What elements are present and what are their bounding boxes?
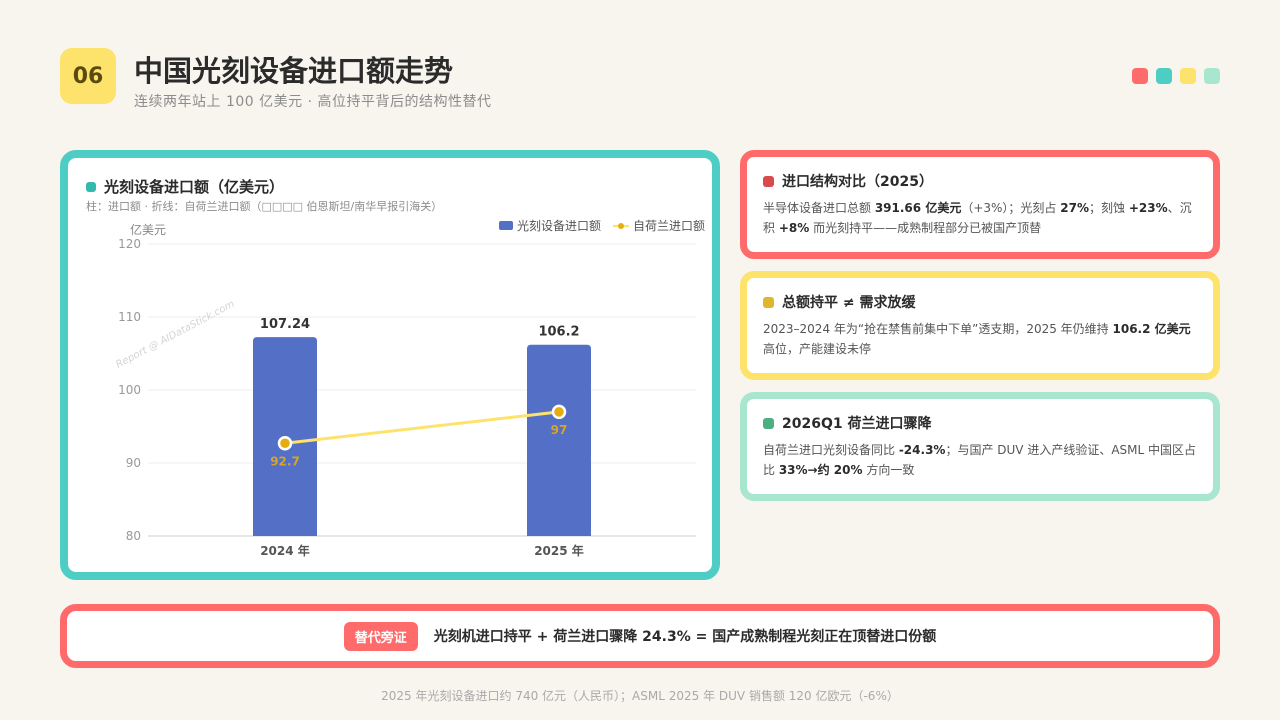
info-card-body: 2023–2024 年为“抢在禁售前集中下单”透支期，2025 年仍维持 106… (763, 319, 1197, 359)
decor-dot (1156, 68, 1172, 84)
info-card-demand: 总额持平 ≠ 需求放缓 2023–2024 年为“抢在禁售前集中下单”透支期，2… (740, 271, 1220, 380)
info-card-highlight: 33%→约 20% (778, 463, 863, 477)
info-card-highlight: +23% (1128, 201, 1168, 215)
info-card-title: 2026Q1 荷兰进口骤降 (782, 416, 932, 432)
info-card-header: 2026Q1 荷兰进口骤降 (763, 413, 1197, 433)
chart-title: 光刻设备进口额（亿美元） (86, 176, 284, 197)
info-card-text: 方向一致 (862, 463, 915, 477)
y-axis-label: 亿美元 (130, 222, 166, 237)
info-card-highlight: +8% (778, 221, 810, 235)
info-card-title: 总额持平 ≠ 需求放缓 (782, 295, 916, 311)
y-tick-label: 110 (118, 310, 141, 324)
bar-value-label: 107.24 (260, 317, 310, 332)
line-series-path (284, 410, 560, 445)
info-card-marker-icon (763, 296, 774, 308)
conclusion-text: 光刻机进口持平 + 荷兰进口骤降 24.3% = 国产成熟制程光刻正在顶替进口份… (433, 629, 937, 645)
conclusion-tag: 替代旁证 (343, 621, 418, 651)
y-tick-label: 120 (118, 237, 141, 251)
info-card-header: 进口结构对比（2025） (763, 171, 1197, 191)
conclusion-bar: 替代旁证 光刻机进口持平 + 荷兰进口骤降 24.3% = 国产成熟制程光刻正在… (60, 604, 1220, 668)
y-tick-label: 100 (118, 383, 141, 397)
info-card-text: 、沉积 (763, 201, 1192, 235)
decor-dot (1132, 68, 1148, 84)
info-card-header: 总额持平 ≠ 需求放缓 (763, 292, 1197, 312)
legend-line-marker (618, 223, 624, 229)
info-card-text: 2023–2024 年为“抢在禁售前集中下单”透支期，2025 年仍维持 (763, 322, 1113, 336)
y-tick-label: 80 (126, 529, 141, 543)
y-tick-label: 90 (126, 456, 141, 470)
info-card-marker-icon (763, 417, 774, 429)
legend-label: 光刻设备进口额 (517, 219, 601, 233)
info-card-highlight: -24.3% (898, 443, 946, 457)
info-card-text: （+3%）；光刻占 (961, 201, 1061, 215)
info-card-text: ；刻蚀 (1088, 201, 1129, 215)
info-card-body: 自荷兰进口光刻设备同比 -24.3%；与国产 DUV 进入产线验证、ASML 中… (763, 440, 1197, 480)
bar-2 (527, 344, 591, 536)
page-subtitle: 连续两年站上 100 亿美元 · 高位持平背后的结构性替代 (134, 94, 492, 110)
info-card-highlight: 391.66 亿美元 (874, 201, 962, 215)
info-card-highlight: 106.2 亿美元 (1112, 322, 1191, 336)
decor-dot (1204, 68, 1220, 84)
decor-dots (1132, 68, 1220, 84)
footer-note: 2025 年光刻设备进口约 740 亿元（人民币）；ASML 2025 年 DU… (381, 689, 899, 703)
line-point-2 (551, 404, 567, 420)
legend-bar-swatch (499, 221, 513, 230)
line-point-1 (277, 436, 293, 451)
chart-title-marker-icon (86, 181, 96, 192)
bar-value-label: 106.2 (538, 325, 579, 340)
info-card-text: 自荷兰进口光刻设备同比 (763, 443, 899, 457)
info-card-text: 半导体设备进口总额 (763, 201, 875, 215)
info-card-netherlands-drop: 2026Q1 荷兰进口骤降 自荷兰进口光刻设备同比 -24.3%；与国产 DUV… (740, 392, 1220, 501)
info-card-text: ；与国产 DUV 进入产线验证、ASML 中国区占比 (763, 443, 1196, 477)
info-card-text: 高位，产能建设未停 (763, 342, 872, 356)
info-card-import-structure: 进口结构对比（2025） 半导体设备进口总额 391.66 亿美元（+3%）；光… (740, 150, 1220, 259)
info-card-text: 而光刻持平——成熟制程部分已被国产顶替 (809, 221, 1042, 235)
line-value-label: 97 (551, 423, 568, 437)
page-title: 中国光刻设备进口额走势 (134, 54, 454, 88)
x-tick-label: 2024 年 (260, 543, 310, 558)
info-card-body: 半导体设备进口总额 391.66 亿美元（+3%）；光刻占 27%；刻蚀 +23… (763, 198, 1197, 238)
chart-title-text: 光刻设备进口额（亿美元） (104, 178, 285, 196)
line-value-label: 92.7 (270, 454, 300, 468)
chart-card: 光刻设备进口额（亿美元） 柱：进口额 · 折线：自荷兰进口额（□□□□ 伯恩斯坦… (60, 150, 720, 580)
info-card-highlight: 27% (1060, 201, 1089, 215)
decor-dot (1180, 68, 1196, 84)
legend-label: 自荷兰进口额 (633, 219, 705, 233)
section-number-badge: 06 (60, 48, 116, 104)
chart-subtitle: 柱：进口额 · 折线：自荷兰进口额（□□□□ 伯恩斯坦/南华早报引海关） (86, 200, 443, 213)
info-card-title: 进口结构对比（2025） (782, 174, 933, 190)
x-tick-label: 2025 年 (534, 543, 584, 558)
info-card-marker-icon (763, 175, 774, 187)
